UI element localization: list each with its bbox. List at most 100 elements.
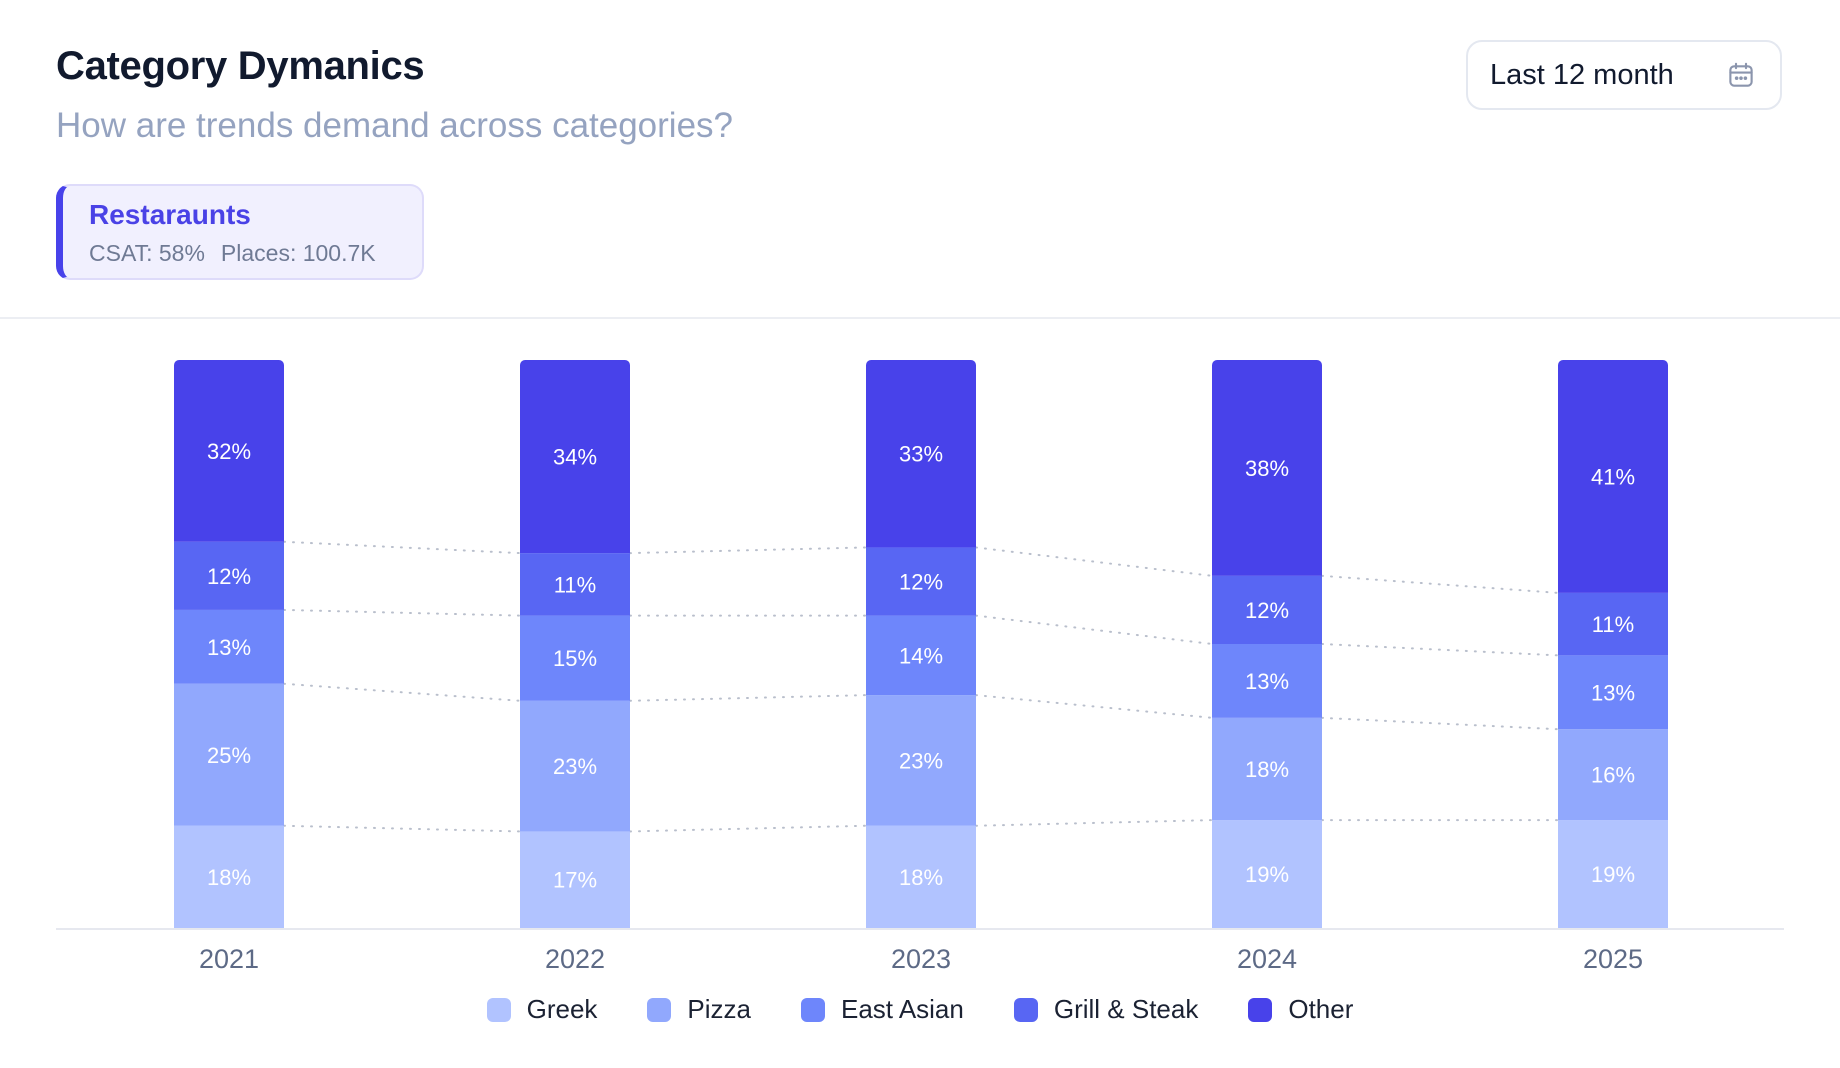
x-tick-label: 2023	[891, 944, 951, 974]
csat-metric: CSAT: 58%	[89, 240, 205, 266]
chart-title: Category Dymanics	[56, 44, 425, 88]
bar-segment[interactable]	[1212, 644, 1322, 718]
category-filter-metrics: CSAT: 58% Places: 100.7K	[89, 238, 422, 268]
bar-segment[interactable]	[1212, 820, 1322, 928]
data-label: 12%	[1245, 598, 1289, 623]
bar-2024[interactable]: 19% 18% 13% 12% 38%	[1212, 360, 1322, 928]
connector-line	[283, 608, 521, 617]
connector-line	[975, 614, 1213, 645]
bar-segment[interactable]	[174, 541, 284, 610]
bar-segment[interactable]	[174, 360, 284, 542]
data-label: 25%	[207, 743, 251, 768]
bar-segment[interactable]	[1558, 592, 1668, 656]
stacked-bar-chart: 18%25%13%12%32%17%23%15%11%34%18%23%14%1…	[56, 360, 1784, 974]
data-label: 17%	[553, 868, 597, 893]
bar-segment[interactable]	[866, 695, 976, 826]
category-filter-title: Restaraunts	[89, 199, 251, 230]
legend-item[interactable]: Greek	[486, 994, 598, 1025]
header-divider	[0, 317, 1840, 319]
data-label: 18%	[1245, 757, 1289, 782]
data-label: 32%	[207, 439, 251, 464]
bar-2021[interactable]: 18% 25% 13% 12% 32%	[174, 360, 284, 928]
connector-line	[1321, 643, 1559, 657]
data-label: 23%	[553, 754, 597, 779]
connector-line	[1321, 716, 1559, 731]
x-tick-label: 2024	[1237, 944, 1297, 974]
chart-subtitle: How are trends demand across categories?	[56, 106, 734, 145]
bar-segment[interactable]	[1212, 360, 1322, 576]
bar-segment[interactable]	[520, 700, 630, 832]
legend-item[interactable]: East Asian	[801, 994, 964, 1025]
legend-swatch	[486, 997, 511, 1022]
chart-legend: Greek Pizza East Asian Grill & Steak Other	[0, 994, 1840, 1025]
connector-lines	[283, 540, 1559, 833]
bar-segment[interactable]	[520, 360, 630, 554]
period-selector[interactable]: Last 12 month	[1466, 40, 1782, 110]
connector-line	[1321, 574, 1559, 594]
bar-2022[interactable]: 17% 23% 15% 11% 34%	[520, 360, 630, 928]
data-label: 38%	[1245, 456, 1289, 481]
legend-label: Grill & Steak	[1053, 994, 1199, 1024]
bar-segment[interactable]	[1558, 360, 1668, 593]
bar-segment[interactable]	[866, 825, 976, 928]
legend-swatch	[1013, 997, 1038, 1022]
data-label: 13%	[1591, 680, 1635, 705]
data-label: 12%	[899, 570, 943, 595]
legend-item[interactable]: Other	[1248, 994, 1353, 1025]
bar-segment[interactable]	[866, 547, 976, 616]
connector-line	[975, 546, 1213, 577]
places-metric: Places: 100.7K	[220, 240, 376, 266]
connector-line	[975, 694, 1213, 719]
data-label: 34%	[553, 445, 597, 470]
connector-line	[629, 824, 867, 833]
bar-segment[interactable]	[1558, 729, 1668, 821]
bar-segment[interactable]	[866, 615, 976, 696]
legend-label: Greek	[526, 994, 598, 1024]
bar-segment[interactable]	[520, 615, 630, 701]
data-label: 18%	[899, 865, 943, 890]
data-label: 13%	[1245, 669, 1289, 694]
legend-label: Other	[1288, 994, 1354, 1024]
connector-line	[629, 694, 867, 702]
bar-segment[interactable]	[1212, 575, 1322, 644]
data-label: 33%	[899, 442, 943, 467]
connector-line	[283, 682, 521, 702]
legend-item[interactable]: Grill & Steak	[1013, 994, 1199, 1025]
calendar-icon	[1729, 62, 1753, 87]
data-label: 19%	[1245, 862, 1289, 887]
data-label: 12%	[207, 564, 251, 589]
category-filter-card[interactable]: Restaraunts CSAT: 58% Places: 100.7K	[56, 184, 424, 280]
connector-line	[629, 546, 867, 555]
bar-segment[interactable]	[1558, 820, 1668, 928]
connector-line	[283, 824, 521, 833]
bar-2025[interactable]: 19% 16% 13% 11% 41%	[1558, 360, 1668, 928]
bar-segment[interactable]	[1212, 717, 1322, 821]
data-label: 15%	[553, 646, 597, 671]
legend-swatch	[801, 997, 825, 1022]
bar-segment[interactable]	[520, 831, 630, 928]
bar-2023[interactable]: 18% 23% 14% 12% 33%	[866, 360, 976, 928]
x-tick-label: 2025	[1583, 944, 1643, 974]
data-label: 41%	[1591, 464, 1635, 489]
data-label: 14%	[899, 643, 943, 668]
data-label: 11%	[1592, 612, 1634, 637]
bar-segment[interactable]	[174, 609, 284, 684]
x-tick-label: 2021	[199, 944, 259, 974]
legend-label: East Asian	[841, 994, 964, 1024]
data-label: 11%	[554, 572, 596, 597]
period-selector-label: Last 12 month	[1490, 58, 1674, 91]
bar-segment[interactable]	[1558, 655, 1668, 730]
bar-segment[interactable]	[520, 553, 630, 616]
legend-swatch	[647, 997, 672, 1022]
legend-swatch	[1248, 997, 1273, 1022]
legend-label: Pizza	[687, 994, 751, 1024]
bar-segment[interactable]	[866, 360, 976, 548]
data-label: 19%	[1591, 862, 1635, 887]
data-label: 23%	[899, 748, 943, 773]
bar-segment[interactable]	[174, 683, 284, 826]
data-label: 18%	[207, 865, 251, 890]
legend-item[interactable]: Pizza	[647, 994, 751, 1025]
data-label: 16%	[1591, 763, 1635, 788]
bar-segment[interactable]	[174, 825, 284, 928]
data-label: 13%	[207, 635, 251, 660]
